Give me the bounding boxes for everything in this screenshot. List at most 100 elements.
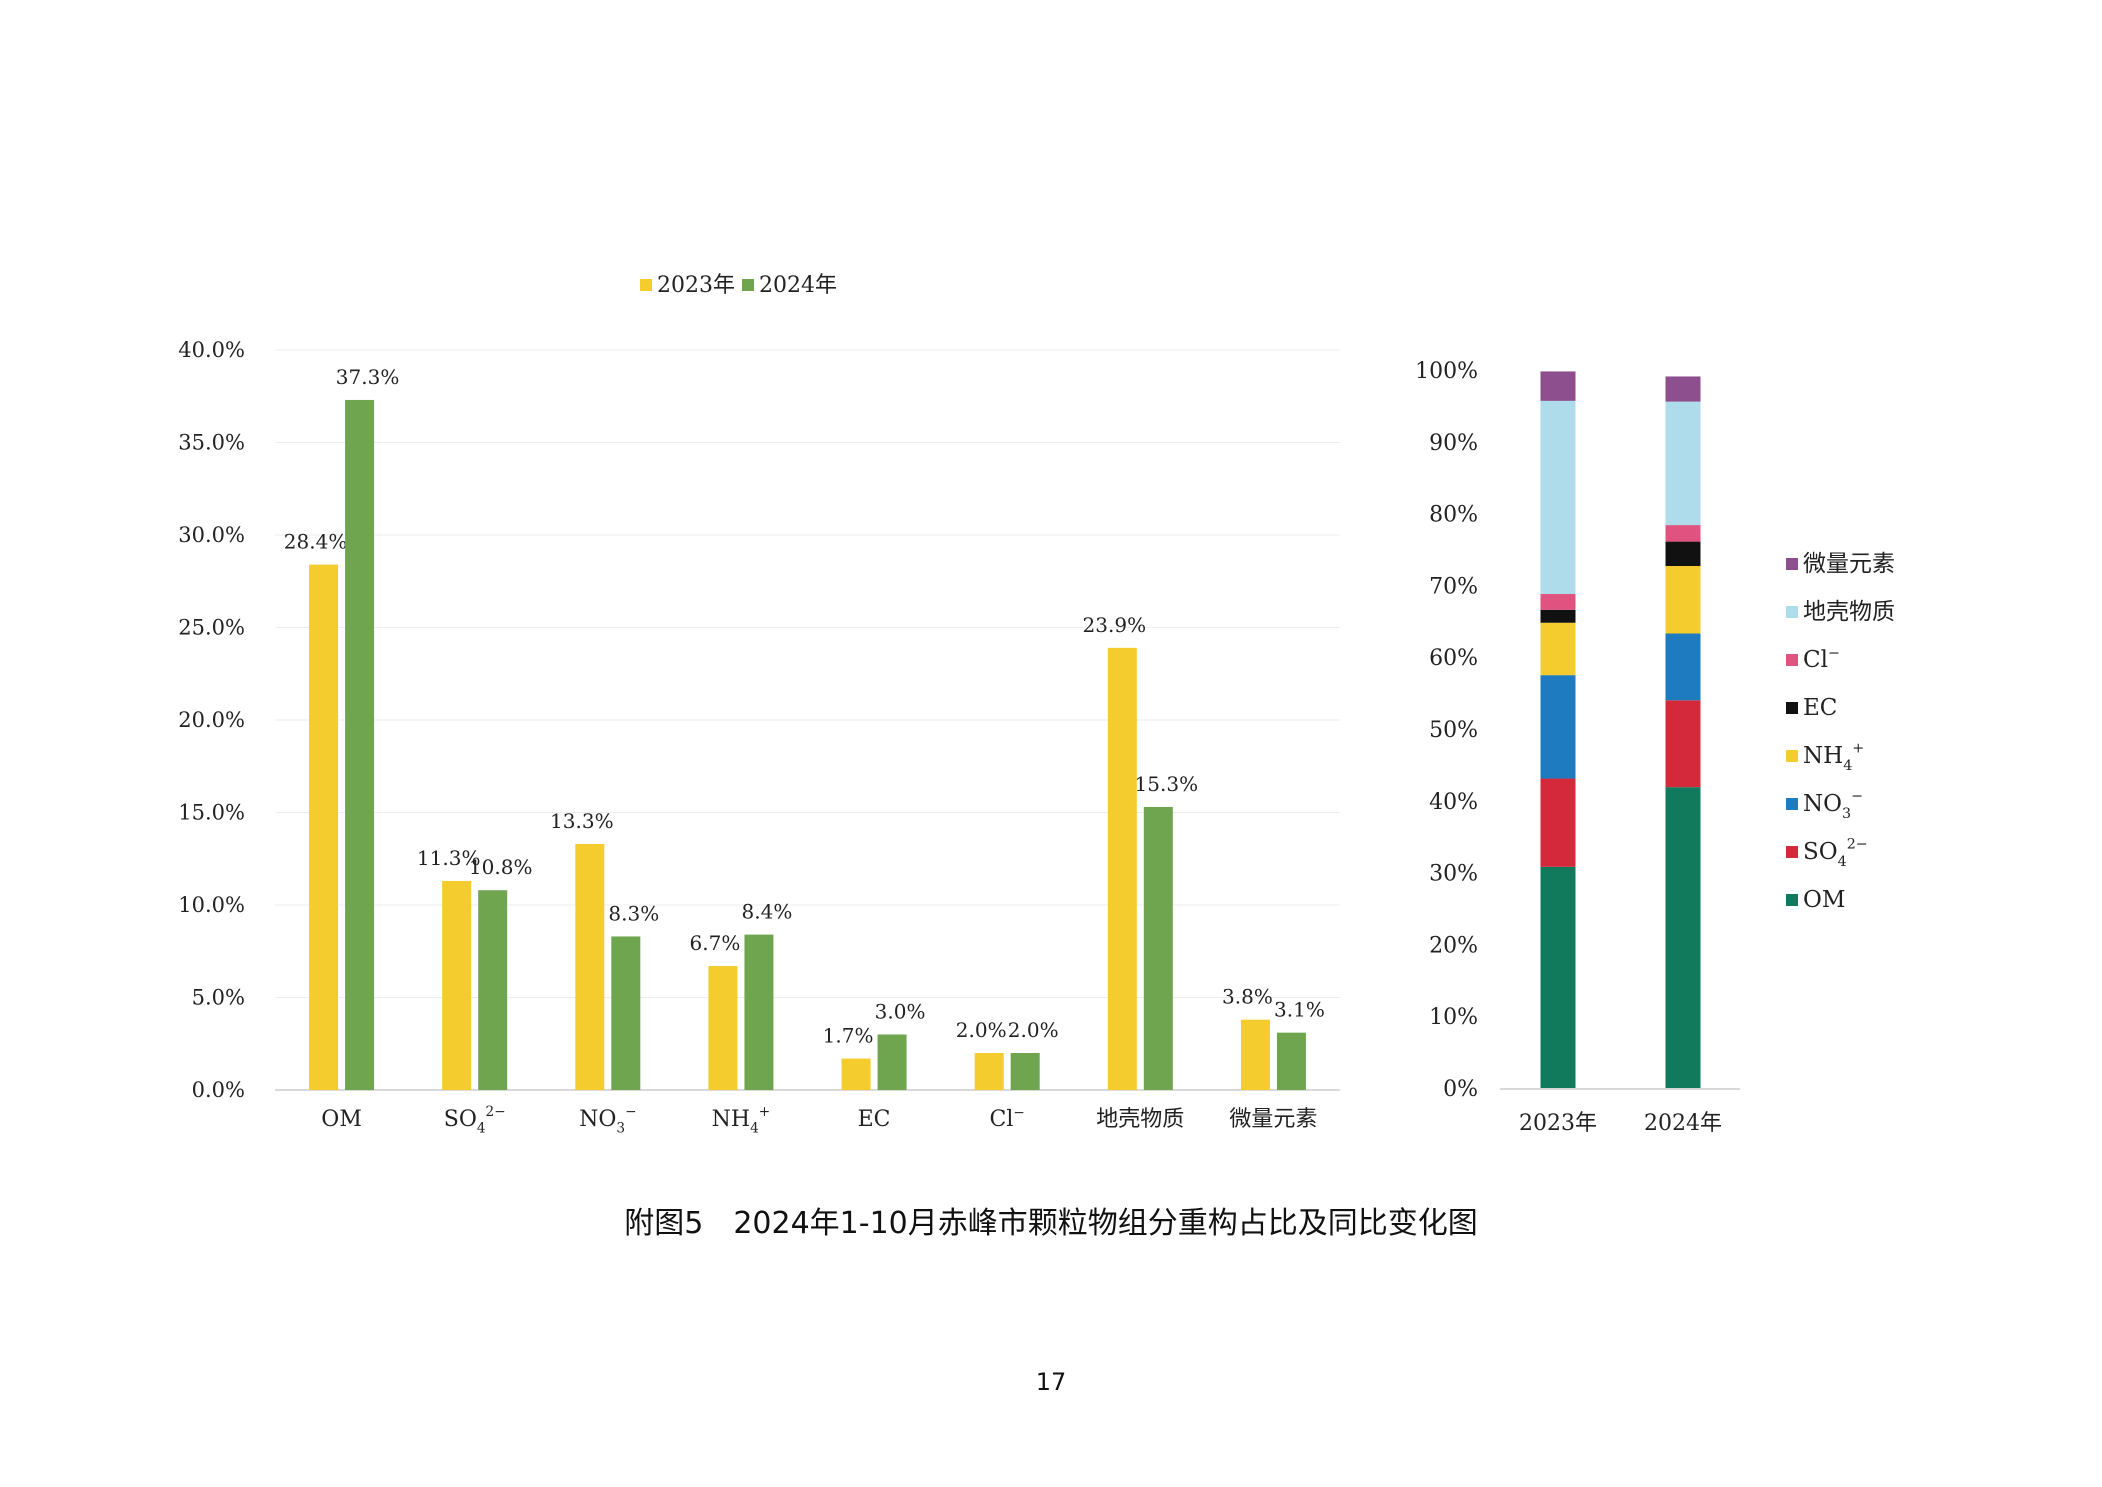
- stack-segment: [1540, 400, 1576, 595]
- x-tick-label: EC: [858, 1107, 891, 1132]
- bar-2024: [1010, 1053, 1040, 1090]
- stack-segment: [1665, 525, 1701, 542]
- bar-2023: [841, 1058, 871, 1090]
- bar-2023: [974, 1053, 1004, 1090]
- y-tick-label: 10.0%: [178, 893, 245, 917]
- legend-label: NH4+: [1803, 741, 1864, 774]
- x-tick-label: 2023年: [1519, 1111, 1597, 1136]
- legend-swatch: [1786, 702, 1798, 714]
- legend-swatch: [640, 279, 652, 291]
- stack-segment: [1665, 541, 1701, 567]
- data-label: 15.3%: [1135, 772, 1199, 796]
- bar-2023: [1107, 647, 1137, 1090]
- data-label: 6.7%: [690, 931, 741, 955]
- page-number: 17: [1035, 1368, 1067, 1396]
- legend-label: NO3−: [1803, 789, 1863, 822]
- y-tick-label: 20%: [1429, 933, 1478, 958]
- data-label: 13.3%: [550, 809, 614, 833]
- data-label: 28.4%: [284, 530, 348, 554]
- x-tick-label: Cl−: [990, 1105, 1025, 1132]
- data-label: 8.4%: [742, 900, 793, 924]
- bar-2024: [1143, 806, 1173, 1090]
- bar-2024: [345, 399, 375, 1090]
- stack-segment: [1665, 376, 1701, 402]
- legend-label: 地壳物质: [1803, 599, 1895, 625]
- legend-swatch: [1786, 654, 1798, 666]
- stack-segment: [1540, 866, 1576, 1088]
- y-tick-label: 15.0%: [178, 801, 245, 825]
- y-tick-label: 10%: [1429, 1005, 1478, 1030]
- legend-label: 2023年: [657, 273, 735, 298]
- y-tick-label: 20.0%: [178, 708, 245, 732]
- legend-swatch: [1786, 750, 1798, 762]
- y-tick-label: 30%: [1429, 862, 1478, 887]
- bar-2024: [877, 1034, 907, 1090]
- stack-segment: [1665, 566, 1701, 634]
- bar-2024: [611, 936, 641, 1090]
- legend-swatch: [1786, 798, 1798, 810]
- data-label: 3.0%: [875, 1000, 926, 1024]
- y-tick-label: 35.0%: [178, 431, 245, 455]
- y-tick-label: 30.0%: [178, 523, 245, 547]
- stack-segment: [1540, 594, 1576, 610]
- bar-2023: [708, 966, 738, 1090]
- stack-segment: [1665, 700, 1701, 788]
- stack-segment: [1665, 633, 1701, 701]
- legend-label: SO42−: [1803, 837, 1868, 870]
- x-tick-label: NH4+: [712, 1104, 771, 1137]
- figure-caption: 附图5 2024年1-10月赤峰市颗粒物组分重构占比及同比变化图: [624, 1206, 1478, 1241]
- bar-2024: [1276, 1032, 1306, 1090]
- stack-segment: [1540, 778, 1576, 867]
- data-label: 3.8%: [1222, 985, 1273, 1009]
- stack-segment: [1540, 675, 1576, 779]
- y-tick-label: 40.0%: [178, 338, 245, 362]
- stack-segment: [1540, 622, 1576, 676]
- stack-segment: [1665, 787, 1701, 1088]
- y-tick-label: 100%: [1415, 359, 1478, 384]
- stack-segment: [1540, 609, 1576, 623]
- x-tick-label: NO3−: [579, 1104, 636, 1137]
- x-tick-label: 微量元素: [1229, 1107, 1317, 1132]
- bar-2023: [1240, 1019, 1270, 1090]
- y-tick-label: 5.0%: [192, 986, 245, 1010]
- legend-swatch: [742, 279, 754, 291]
- x-tick-label: OM: [321, 1107, 362, 1132]
- y-tick-label: 60%: [1429, 646, 1478, 671]
- x-tick-label: 地壳物质: [1096, 1107, 1184, 1132]
- legend-swatch: [1786, 606, 1798, 618]
- stack-segment: [1665, 401, 1701, 526]
- data-label: 10.8%: [469, 855, 533, 879]
- legend-label: 微量元素: [1803, 551, 1895, 577]
- legend-swatch: [1786, 846, 1798, 858]
- y-tick-label: 25.0%: [178, 616, 245, 640]
- bar-2023: [442, 880, 472, 1090]
- legend-swatch: [1786, 558, 1798, 570]
- bar-2023: [309, 564, 339, 1090]
- y-tick-label: 50%: [1429, 718, 1478, 743]
- data-label: 37.3%: [336, 365, 400, 389]
- y-tick-label: 90%: [1429, 431, 1478, 456]
- legend-label: 2024年: [759, 273, 837, 298]
- legend-swatch: [1786, 894, 1798, 906]
- x-tick-label: 2024年: [1644, 1111, 1722, 1136]
- data-label: 11.3%: [417, 846, 481, 870]
- stack-segment: [1540, 371, 1576, 401]
- data-label: 1.7%: [823, 1024, 874, 1048]
- x-tick-label: SO42−: [444, 1104, 506, 1137]
- y-tick-label: 40%: [1429, 790, 1478, 815]
- bar-2024: [478, 890, 508, 1090]
- bar-2023: [575, 843, 605, 1090]
- y-tick-label: 0.0%: [192, 1078, 245, 1102]
- data-label: 8.3%: [608, 901, 659, 925]
- data-label: 3.1%: [1274, 998, 1325, 1022]
- data-label: 2.0%: [1008, 1018, 1059, 1042]
- y-tick-label: 0%: [1443, 1077, 1478, 1102]
- data-label: 23.9%: [1083, 613, 1147, 637]
- legend-label: Cl−: [1803, 645, 1840, 673]
- legend-label: EC: [1803, 695, 1837, 721]
- legend-label: OM: [1803, 887, 1845, 913]
- bar-2024: [744, 934, 774, 1090]
